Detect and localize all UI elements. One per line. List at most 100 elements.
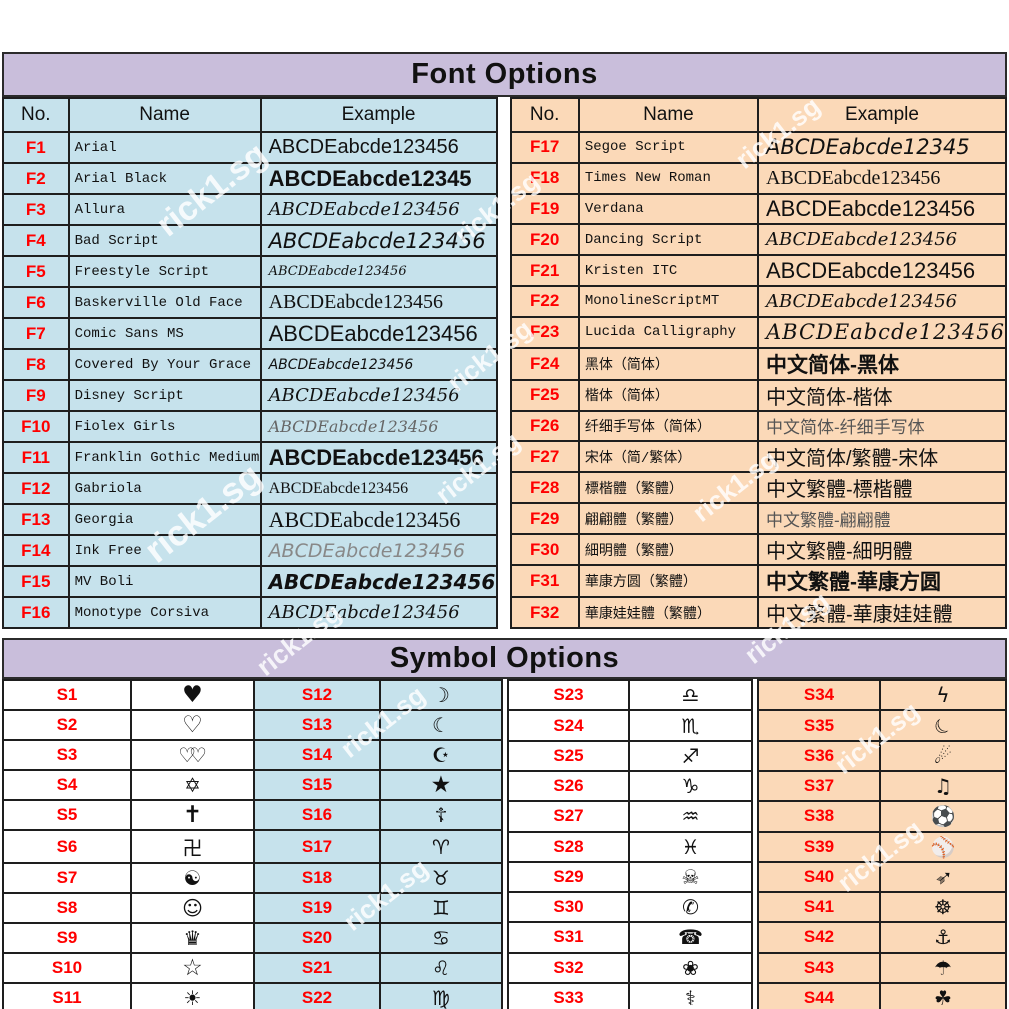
symbol-row: S8 ☺ S19 ♊: [2, 892, 503, 925]
sagittarius-icon: ♐: [681, 743, 700, 768]
font-name: 標楷體（繁體）: [577, 471, 760, 505]
ship-wheel-icon: ☸: [934, 895, 952, 920]
column-header-no: No.: [509, 97, 580, 133]
symbol-row: S4 ✡ S15 ★: [2, 769, 503, 802]
symbol-table: S23 ♎ S24 ♏ S25 ♐ S26 ♑ S27 ♒ S28 ♓ S29 ☠ S30 ✆ S31 ☎ S32 ❀…: [506, 679, 753, 1009]
font-name: Baskerville Old Face: [67, 286, 262, 319]
scorpio-icon: ♏: [681, 713, 700, 738]
symbol-number: S30: [506, 891, 631, 924]
font-example: 中文繁體-標楷體: [757, 471, 1007, 505]
font-example: ABCDEabcde123456: [259, 503, 498, 536]
symbol-cell: 卍: [129, 829, 256, 865]
shamrock-icon: ☘: [934, 986, 952, 1009]
font-row: F14 Ink Free ABCDEabcde123456: [2, 534, 498, 567]
font-example: 中文简体-黑体: [757, 346, 1007, 381]
font-row: F4 Bad Script ABCDEabcde123456: [2, 224, 498, 257]
symbol-options-header: Symbol Options: [2, 638, 1007, 680]
column-header-no: No.: [2, 97, 70, 133]
font-number: F3: [2, 193, 70, 226]
font-example: ABCDEabcde123456: [757, 192, 1007, 226]
font-name: MV Boli: [67, 565, 262, 598]
font-number: F8: [2, 348, 70, 381]
symbol-cell: ϟ: [879, 679, 1007, 712]
lightning-bolt-icon: ϟ: [936, 683, 950, 708]
font-options-header: Font Options: [2, 52, 1007, 97]
font-name: Disney Script: [67, 379, 262, 412]
font-row: F11 Franklin Gothic Medium ABCDEabcde12345…: [2, 441, 498, 474]
font-row: F27 宋体（简/繁体） 中文简体/繁體-宋体: [509, 440, 1007, 474]
font-row: F28 標楷體（繁體） 中文繁體-標楷體: [509, 471, 1007, 505]
column-header-example: Example: [259, 97, 498, 133]
font-row: F1 Arial ABCDEabcde123456: [2, 131, 498, 164]
symbol-cell: ♌: [379, 952, 503, 985]
font-name: Fiolex Girls: [67, 410, 262, 443]
font-row: F10 Fiolex Girls ABCDEabcde123456: [2, 410, 498, 443]
symbol-row: S40 ➳: [756, 860, 1007, 894]
symbol-cell: ♎: [628, 679, 753, 712]
font-row: F15 MV Boli ABCDEabcde123456: [2, 565, 498, 598]
font-name: Freestyle Script: [67, 255, 262, 288]
font-number: F14: [2, 534, 70, 567]
symbol-row: S31 ☎: [506, 921, 753, 954]
black-telephone-icon: ☎: [678, 925, 703, 950]
anchor-icon: ⚓: [934, 925, 952, 950]
symbol-number: S32: [506, 951, 631, 984]
comet-icon: ☄: [934, 743, 952, 768]
font-name: 宋体（简/繁体）: [577, 440, 760, 474]
symbol-number: S24: [506, 709, 631, 742]
skull-and-crossbones-icon: ☠: [681, 864, 700, 889]
symbol-row: S32 ❀: [506, 951, 753, 984]
symbol-number: S38: [756, 800, 882, 833]
font-row: F22 MonolineScriptMT ABCDEabcde123456: [509, 284, 1007, 318]
symbol-cell: ☾: [379, 709, 503, 742]
font-number: F13: [2, 503, 70, 536]
symbol-number: S22: [253, 982, 381, 1009]
font-name: Segoe Script: [577, 131, 760, 164]
symbol-number: S15: [253, 769, 381, 802]
symbol-cell: ⚕: [628, 981, 753, 1009]
symbol-row: S34 ϟ: [756, 679, 1007, 712]
font-example: ABCDEabcde123456: [757, 161, 1007, 195]
symbol-table: S1 ♥ S12 ☽ S2 ♡ S13 ☾ S3 ♡♡ S14 ☪ S4 ✡ S15 ★ S5 ✝ S16 ☦ S6 卍 S…: [2, 679, 503, 1009]
font-row: F19 Verdana ABCDEabcde123456: [509, 192, 1007, 226]
sun-icon: ☀: [183, 986, 202, 1009]
symbol-number: S37: [756, 769, 882, 803]
symbol-cell: ⚽: [879, 800, 1007, 833]
symbol-cell: ☘: [879, 981, 1007, 1009]
symbol-row: S30 ✆: [506, 891, 753, 924]
symbol-row: S27 ♒: [506, 800, 753, 833]
font-row: F9 Disney Script ABCDEabcde123456: [2, 379, 498, 412]
symbol-number: S33: [506, 981, 631, 1009]
symbol-cell: ☂: [879, 951, 1007, 984]
symbol-cell: ♥: [129, 679, 256, 712]
symbol-options-title: Symbol Options: [389, 642, 620, 675]
symbol-number: S5: [2, 799, 132, 832]
symbol-row: S44 ☘: [756, 981, 1007, 1009]
font-name: Lucida Calligraphy: [577, 315, 760, 349]
symbol-row: S11 ☀ S22 ♍: [2, 982, 503, 1009]
symbol-number: S44: [756, 981, 882, 1009]
font-example: ABCDEabcde123456: [259, 317, 498, 350]
symbol-number: S29: [506, 860, 631, 894]
font-name: Verdana: [577, 192, 760, 226]
font-row: F17 Segoe Script ABCDEabcde12345: [509, 131, 1007, 164]
white-heart-icon: ♡: [182, 712, 203, 739]
font-example: ABCDEabcde123456: [259, 565, 498, 598]
symbol-number: S17: [253, 829, 381, 865]
symbol-row: S33 ⚕: [506, 981, 753, 1009]
font-number: F20: [509, 223, 580, 257]
symbol-row: S25 ♐: [506, 739, 753, 772]
font-row: F30 細明體（繁體） 中文繁體-細明體: [509, 533, 1007, 567]
symbol-cell: ☽: [379, 679, 503, 712]
symbol-row: S39 ⚾: [756, 830, 1007, 863]
symbol-number: S20: [253, 922, 381, 955]
symbol-cell: ☺: [129, 892, 256, 925]
symbol-cell: ♓: [628, 830, 753, 863]
font-example: 中文繁體-華康方圆: [757, 564, 1007, 599]
latin-cross-icon: ✝: [182, 802, 203, 829]
telephone-receiver-icon: ✆: [682, 895, 699, 920]
libra-icon: ♎: [681, 683, 700, 708]
crescent-moon-filled-icon: ☾: [928, 710, 958, 741]
font-name: Dancing Script: [577, 223, 760, 257]
symbol-number: S25: [506, 739, 631, 772]
